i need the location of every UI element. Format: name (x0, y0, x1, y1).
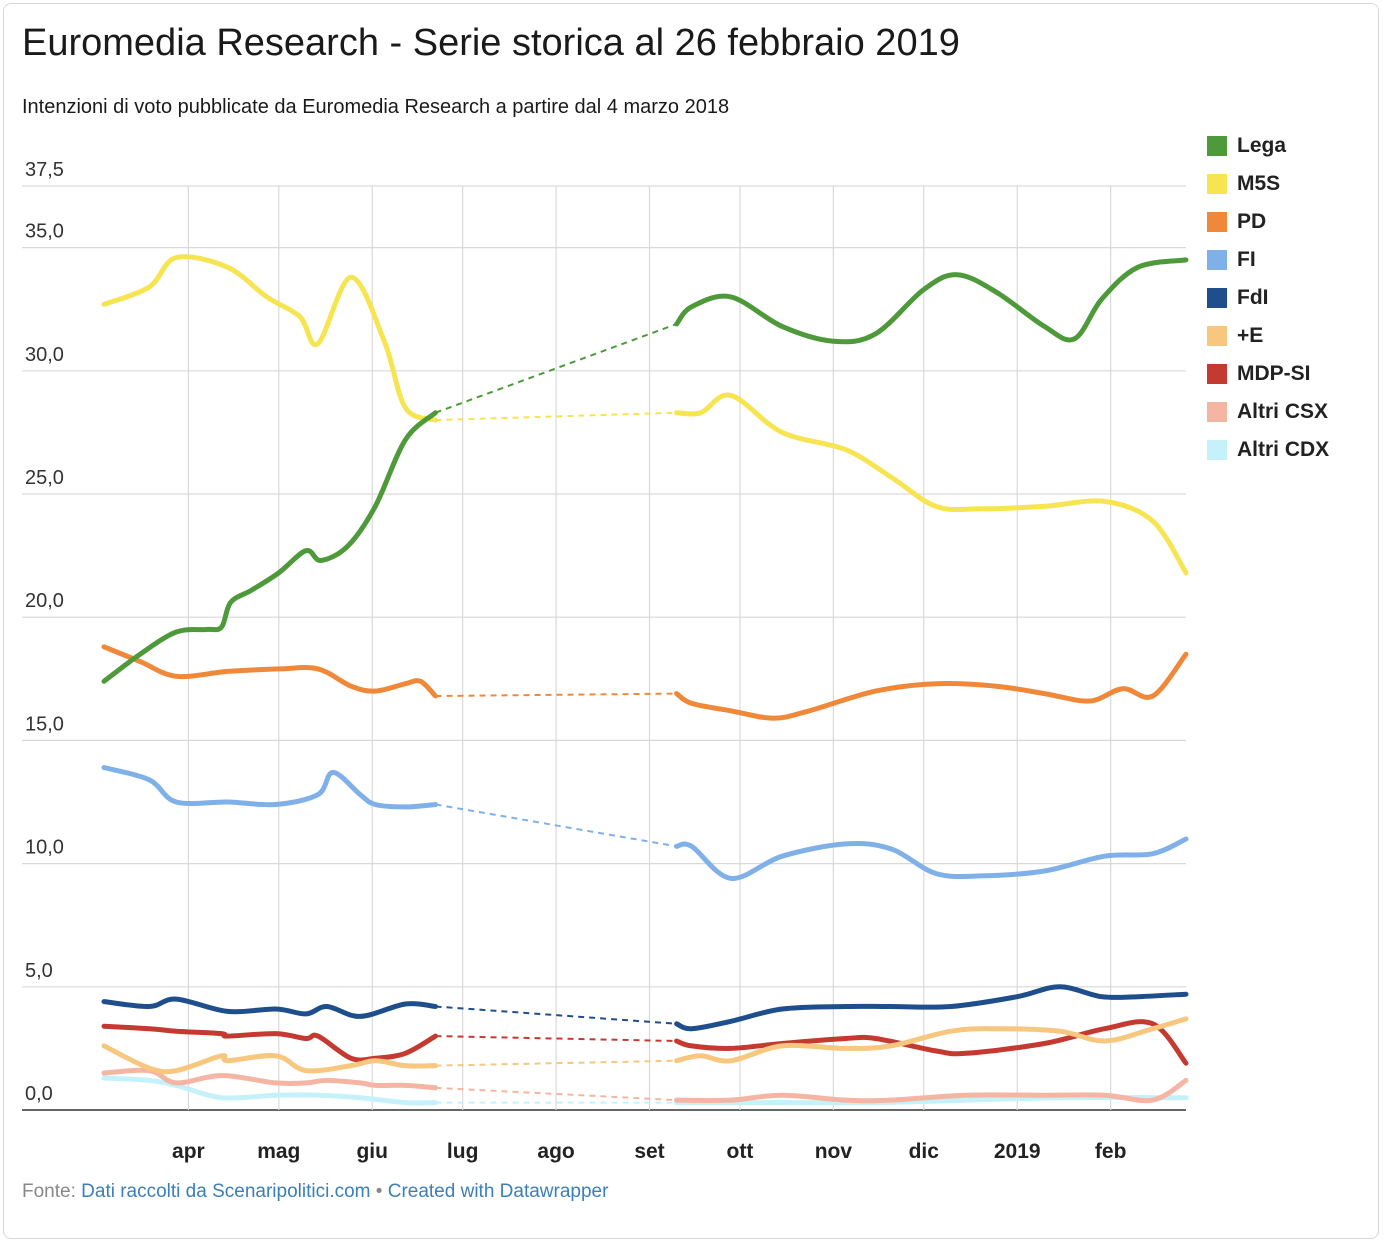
legend-item-e: +E (1207, 317, 1329, 355)
series-gap-dash (435, 803, 677, 848)
legend-item-fdi: FdI (1207, 279, 1329, 317)
legend-item-m5s: M5S (1207, 165, 1329, 203)
legend-swatch (1207, 212, 1227, 232)
legend-swatch (1207, 326, 1227, 346)
x-axis-ticks: apr mag giu lug ago set ott nov dic 2019 feb (172, 1140, 1126, 1163)
series-lines (101, 254, 1189, 1106)
series-line (101, 410, 438, 684)
series-gap-dash (435, 323, 677, 414)
y-tick-label: 5,0 (25, 960, 53, 982)
legend-label: Altri CDX (1237, 438, 1330, 461)
chart-title: Euromedia Research - Serie storica al 26… (22, 22, 960, 64)
x-tick-label: ago (537, 1140, 574, 1163)
legend-swatch (1207, 136, 1227, 156)
series-gap-dash (435, 1035, 677, 1043)
y-tick-label: 25,0 (25, 467, 64, 489)
y-axis-ticks: 0,0 5,0 10,0 15,0 20,0 25,0 30,0 35,0 37,5 (25, 159, 64, 1105)
footer-separator: • (370, 1181, 388, 1202)
legend-swatch (1207, 440, 1227, 460)
x-tick-label: nov (815, 1140, 853, 1163)
y-tick-label: 30,0 (25, 344, 64, 366)
x-tick-label: set (634, 1140, 664, 1163)
series-fdi (101, 984, 1189, 1032)
series-pd (101, 644, 1189, 721)
y-tick-label: 10,0 (25, 837, 64, 859)
series-line (101, 765, 438, 810)
legend-label: Altri CSX (1237, 400, 1329, 423)
series-line (674, 984, 1189, 1032)
legend-item-altri-cdx: Altri CDX (1207, 431, 1329, 469)
series-gap-dash (435, 1059, 677, 1067)
x-tick-label: giu (356, 1140, 388, 1163)
legend-label: Lega (1237, 134, 1287, 157)
series-line (674, 392, 1189, 576)
x-tick-label: feb (1095, 1140, 1127, 1163)
y-tick-label: 15,0 (25, 713, 64, 735)
y-tick-label: 35,0 (25, 221, 64, 243)
series-altri-csx (101, 1067, 1189, 1104)
legend-item-fi: FI (1207, 241, 1329, 279)
source-prefix: Fonte: (22, 1181, 82, 1202)
legend-label: FI (1237, 248, 1256, 271)
series-line (674, 1095, 1189, 1106)
legend-label: M5S (1237, 172, 1281, 195)
series-line (674, 836, 1189, 881)
x-tick-label: 2019 (994, 1140, 1041, 1163)
legend: Lega M5S PD FI FdI +E MDP-SI Altri CSX Altri CDX (1207, 127, 1329, 469)
series-gap-dash (435, 411, 677, 422)
legend-swatch (1207, 288, 1227, 308)
y-tick-label: 20,0 (25, 590, 64, 612)
legend-item-pd: PD (1207, 203, 1329, 241)
grid-lines (22, 185, 1186, 1111)
series-gap-dash (435, 1005, 677, 1025)
series-line (101, 1023, 438, 1063)
series-altri-cdx (101, 1075, 1189, 1106)
legend-swatch (1207, 402, 1227, 422)
x-tick-label: dic (909, 1140, 940, 1163)
series-line (101, 1043, 438, 1075)
legend-label: FdI (1237, 286, 1269, 309)
legend-label: +E (1237, 324, 1264, 347)
legend-item-mdp-si: MDP-SI (1207, 355, 1329, 393)
legend-label: MDP-SI (1237, 362, 1311, 385)
legend-item-lega: Lega (1207, 127, 1329, 165)
series-line (101, 1067, 438, 1091)
source-link[interactable]: Dati raccolti da Scenaripolitici.com (81, 1181, 371, 1202)
series-gap-dash (435, 1086, 677, 1102)
series-line (674, 651, 1189, 721)
legend-label: PD (1237, 210, 1267, 233)
series-lega (101, 257, 1189, 684)
series-line (101, 254, 438, 423)
datawrapper-link[interactable]: Created with Datawrapper (387, 1181, 609, 1202)
footer: Fonte: Dati raccolti da Scenaripolitici.… (22, 1181, 608, 1203)
y-tick-label: 0,0 (25, 1083, 53, 1105)
series-line (101, 996, 438, 1019)
legend-swatch (1207, 250, 1227, 270)
series-line (101, 644, 438, 699)
series-line (101, 1075, 438, 1106)
legend-swatch (1207, 174, 1227, 194)
series-e (101, 1016, 1189, 1075)
x-tick-label: ott (727, 1140, 754, 1163)
series-line (674, 257, 1189, 345)
series-line (674, 1016, 1189, 1064)
series-m5s (101, 254, 1189, 576)
y-tick-label: 37,5 (25, 159, 64, 181)
chart-frame (3, 3, 1379, 1239)
series-fi (101, 765, 1189, 881)
series-line (674, 1077, 1189, 1104)
series-gap-dash (435, 692, 677, 698)
series-line (674, 1019, 1189, 1066)
series-mdp-si (101, 1019, 1189, 1066)
legend-swatch (1207, 364, 1227, 384)
x-tick-label: apr (172, 1140, 205, 1163)
chart-subtitle: Intenzioni di voto pubblicate da Euromed… (22, 96, 730, 118)
x-tick-label: mag (257, 1140, 300, 1163)
x-tick-label: lug (447, 1140, 479, 1163)
legend-item-altri-csx: Altri CSX (1207, 393, 1329, 431)
